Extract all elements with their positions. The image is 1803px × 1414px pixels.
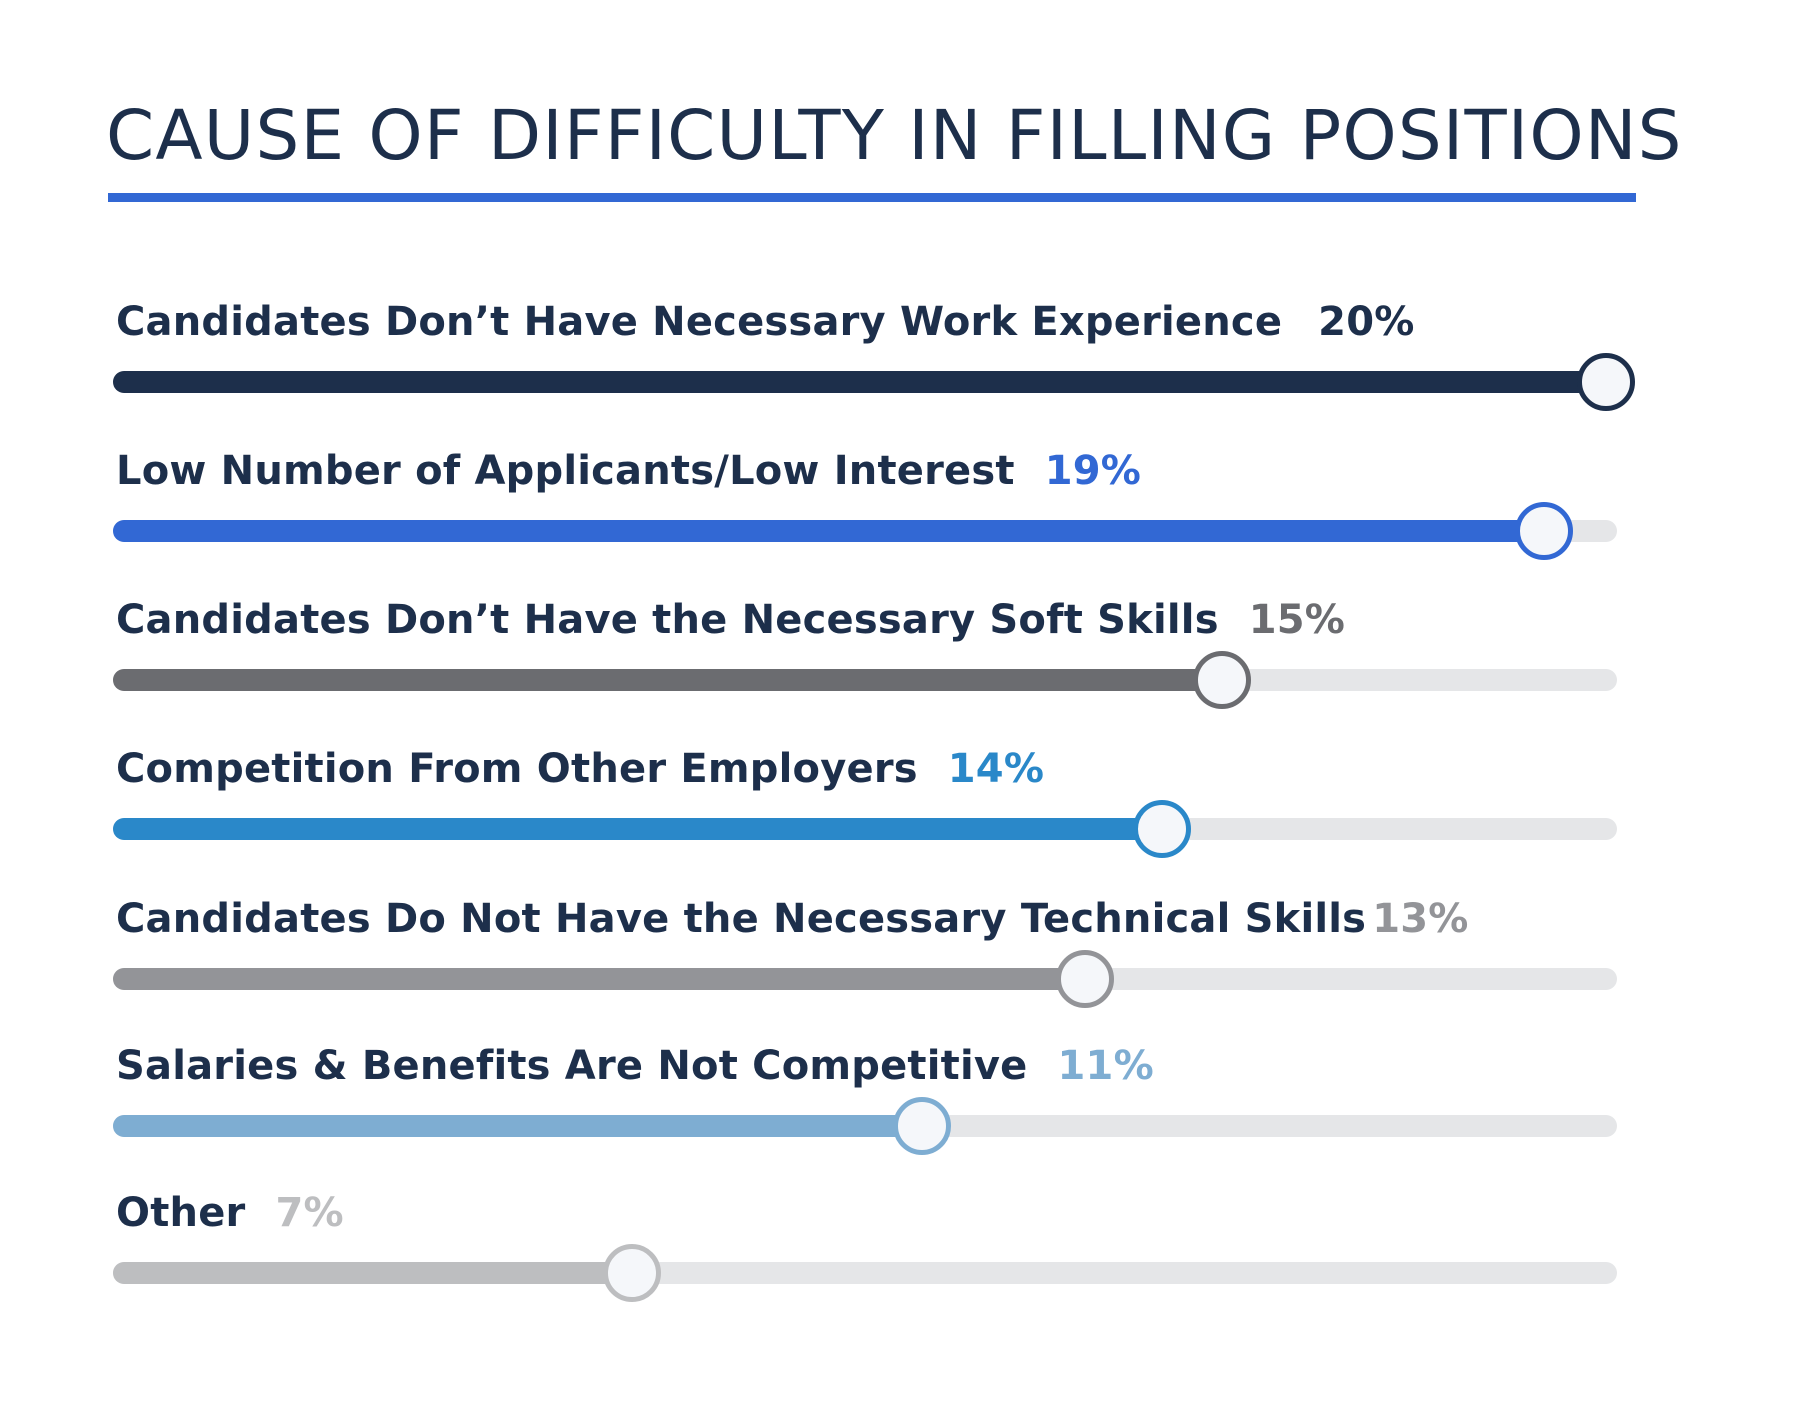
chart-row-4: Competition From Other Employers 14% bbox=[0, 741, 1803, 891]
slider-track[interactable] bbox=[113, 669, 1617, 691]
row-label-line: Candidates Don’t Have the Necessary Soft… bbox=[116, 592, 1345, 648]
slider-fill bbox=[113, 818, 1162, 840]
slider-track[interactable] bbox=[113, 1262, 1617, 1284]
row-label-line: Candidates Do Not Have the Necessary Tec… bbox=[116, 891, 1469, 947]
row-percentage: 7% bbox=[275, 1190, 344, 1236]
title-underline bbox=[108, 193, 1636, 202]
chart-row-5: Candidates Do Not Have the Necessary Tec… bbox=[0, 891, 1803, 1041]
row-percentage: 19% bbox=[1044, 448, 1142, 494]
row-label: Low Number of Applicants/Low Interest bbox=[116, 448, 1015, 494]
slider-track[interactable] bbox=[113, 520, 1617, 542]
row-percentage: 15% bbox=[1248, 597, 1346, 643]
slider-fill bbox=[113, 1262, 632, 1284]
slider-knob-icon[interactable] bbox=[1577, 353, 1635, 411]
slider-fill bbox=[113, 1115, 922, 1137]
slider-fill bbox=[113, 371, 1606, 393]
chart-row-1: Candidates Don’t Have Necessary Work Exp… bbox=[0, 294, 1803, 444]
page-title: CAUSE OF DIFFICULTY IN FILLING POSITIONS bbox=[106, 96, 1683, 176]
row-percentage: 14% bbox=[947, 746, 1045, 792]
slider-fill bbox=[113, 520, 1544, 542]
slider-track[interactable] bbox=[113, 371, 1617, 393]
row-label-line: Candidates Don’t Have Necessary Work Exp… bbox=[116, 294, 1415, 350]
row-label: Other bbox=[116, 1190, 246, 1236]
slider-track[interactable] bbox=[113, 818, 1617, 840]
row-label: Competition From Other Employers bbox=[116, 746, 918, 792]
row-label: Candidates Don’t Have Necessary Work Exp… bbox=[116, 299, 1283, 345]
slider-knob-icon[interactable] bbox=[603, 1244, 661, 1302]
slider-knob-icon[interactable] bbox=[1515, 502, 1573, 560]
row-percentage: 20% bbox=[1318, 299, 1415, 345]
row-label: Salaries & Benefits Are Not Competitive bbox=[116, 1043, 1028, 1089]
slider-knob-icon[interactable] bbox=[1133, 800, 1191, 858]
row-label: Candidates Do Not Have the Necessary Tec… bbox=[116, 896, 1367, 942]
slider-fill bbox=[113, 968, 1085, 990]
slider-track[interactable] bbox=[113, 968, 1617, 990]
chart-row-2: Low Number of Applicants/Low Interest 19% bbox=[0, 443, 1803, 593]
row-label: Candidates Don’t Have the Necessary Soft… bbox=[116, 597, 1219, 643]
row-percentage: 13% bbox=[1372, 896, 1469, 942]
chart-row-7: Other 7% bbox=[0, 1185, 1803, 1335]
row-label-line: Low Number of Applicants/Low Interest 19% bbox=[116, 443, 1141, 499]
slider-knob-icon[interactable] bbox=[893, 1097, 951, 1155]
row-label-line: Other 7% bbox=[116, 1185, 344, 1241]
slider-fill bbox=[113, 669, 1222, 691]
chart-row-6: Salaries & Benefits Are Not Competitive 1… bbox=[0, 1038, 1803, 1188]
row-label-line: Salaries & Benefits Are Not Competitive 1… bbox=[116, 1038, 1154, 1094]
slider-knob-icon[interactable] bbox=[1193, 651, 1251, 709]
slider-knob-icon[interactable] bbox=[1056, 950, 1114, 1008]
row-label-line: Competition From Other Employers 14% bbox=[116, 741, 1044, 797]
row-percentage: 11% bbox=[1057, 1043, 1154, 1089]
slider-track[interactable] bbox=[113, 1115, 1617, 1137]
chart-row-3: Candidates Don’t Have the Necessary Soft… bbox=[0, 592, 1803, 742]
